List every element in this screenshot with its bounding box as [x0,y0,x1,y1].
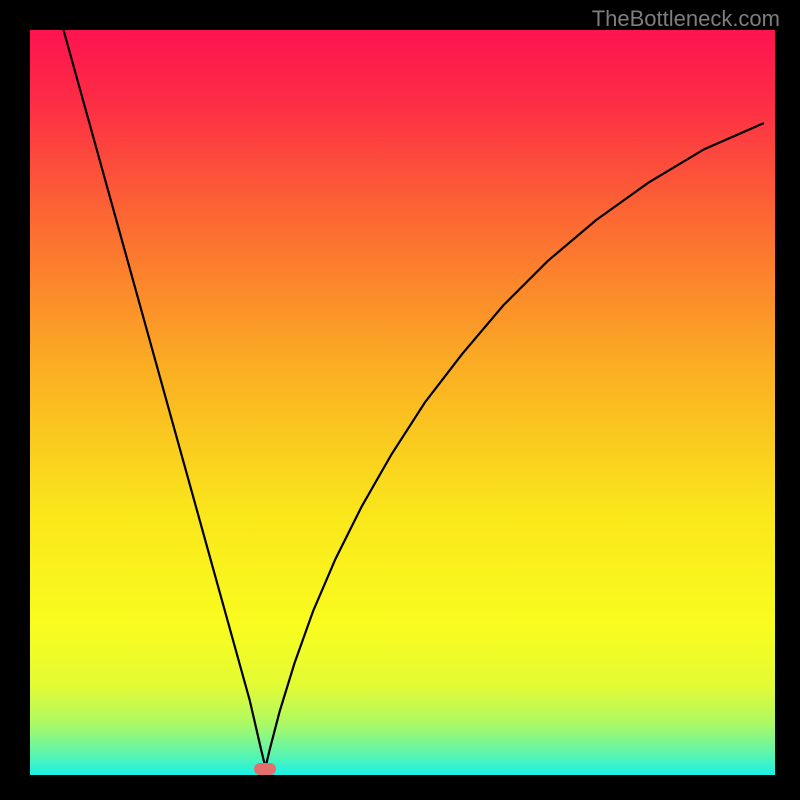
bottleneck-curve [30,30,775,775]
watermark-text: TheBottleneck.com [592,6,780,32]
plot-area [30,30,775,775]
chart-container: TheBottleneck.com [0,0,800,800]
minimum-marker [254,763,276,775]
